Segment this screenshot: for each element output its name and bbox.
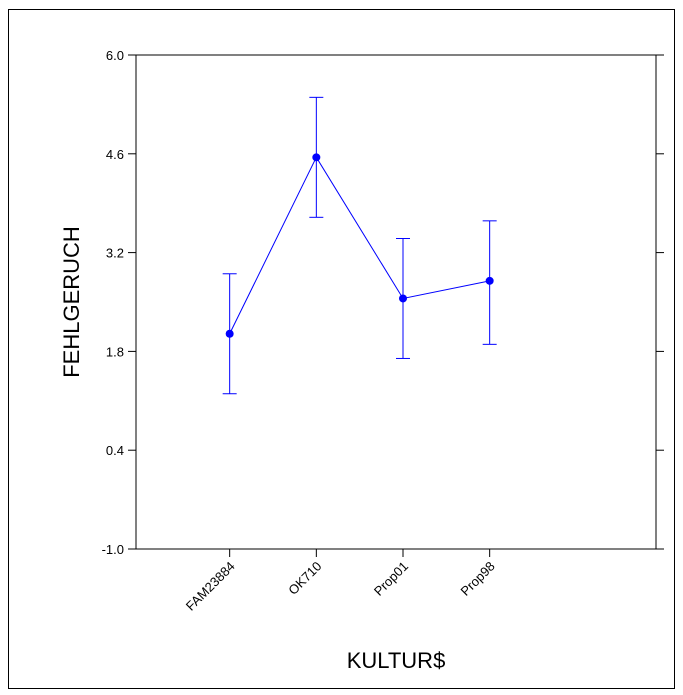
y-tick-label: 1.8 [106,344,124,359]
data-point [399,294,407,303]
chart: -1.0 0.4 1.8 3.2 4.6 6.0 FAM23884 OK710 Prop01 P… [59,48,664,673]
data-point [485,276,494,285]
series-line [229,156,490,334]
y-tick-label: 6.0 [106,48,124,63]
data-point [225,329,234,338]
series-group [222,96,497,395]
chart-frame: -1.0 0.4 1.8 3.2 4.6 6.0 FAM23884 OK710 Prop01 P… [8,9,675,689]
plot-area [135,54,657,550]
y-tick-label: -1.0 [102,542,124,557]
x-tick-label: FAM23884 [183,559,238,614]
x-tick-label: Prop98 [458,559,498,599]
y-tick-label: 0.4 [106,443,124,458]
y-axis: -1.0 0.4 1.8 3.2 4.6 6.0 [102,48,664,557]
y-tick-label: 4.6 [106,147,124,162]
y-tick-label: 3.2 [106,246,124,261]
x-tick-label: Prop01 [371,559,411,599]
x-axis-title: KULTUR$ [347,648,446,673]
y-axis-title: FEHLGERUCH [59,226,84,378]
x-tick-label: OK710 [285,559,324,598]
data-point [312,153,321,162]
x-axis: FAM23884 OK710 Prop01 Prop98 [183,549,498,614]
